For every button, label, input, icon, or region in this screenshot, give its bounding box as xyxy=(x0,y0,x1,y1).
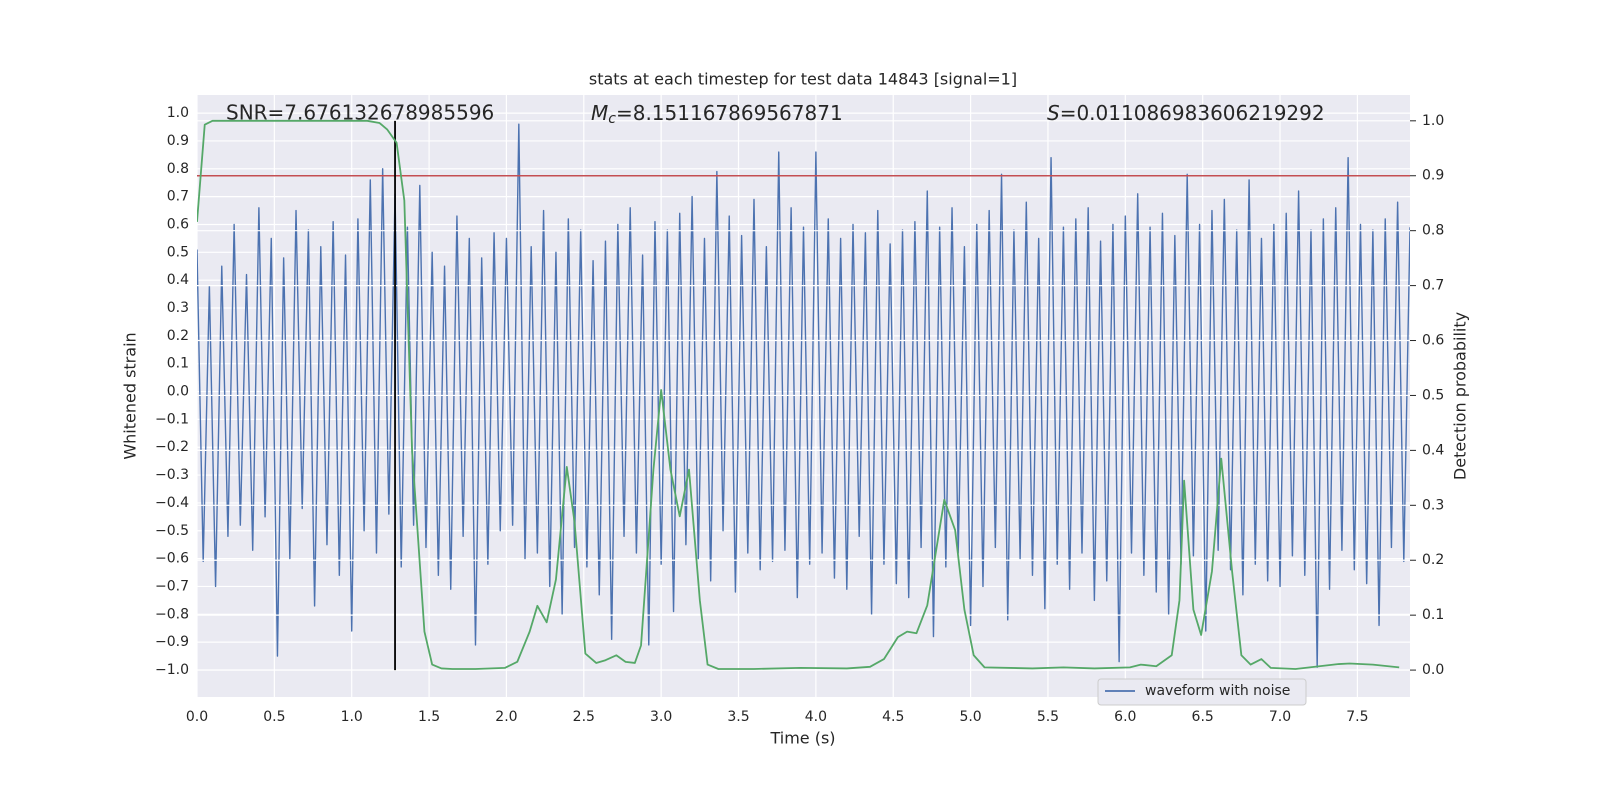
x-tick-label: 5.0 xyxy=(959,709,981,725)
x-tick-label: 0.5 xyxy=(263,709,285,725)
y-tick-label: 0.7 xyxy=(167,189,189,205)
y-tick-label: 0.3 xyxy=(167,300,189,316)
y-tick-label: 0.2 xyxy=(167,328,189,344)
y-tick-label: 0.1 xyxy=(167,356,189,372)
x-tick-label: 6.5 xyxy=(1192,709,1214,725)
y-tick-label: 0.4 xyxy=(167,272,189,288)
annotation: SNR=7.676132678985596 xyxy=(226,101,494,125)
plot-overlay xyxy=(197,119,1410,671)
x-tick-label: 3.5 xyxy=(727,709,749,725)
y2-tick-label: 0.1 xyxy=(1422,607,1444,623)
y-tick-label: 1.0 xyxy=(167,105,189,121)
y-tick-label: −0.7 xyxy=(155,578,189,594)
annotation-subscript: c xyxy=(608,111,616,127)
legend-box xyxy=(1097,678,1307,706)
axes: −1.0 −0.9 −0.8 −0.7 −0.6 −0.5 −0.4 −0.3 −0.2 −0.1… xyxy=(155,105,1444,725)
y-tick-label: −0.4 xyxy=(155,495,189,511)
x-tick-label: 6.0 xyxy=(1114,709,1136,725)
legend: waveform with noise xyxy=(1097,678,1307,706)
y2-tick-label: 0.5 xyxy=(1422,387,1444,403)
y-tick-label: −0.9 xyxy=(155,634,189,650)
y-tick-label: −0.8 xyxy=(155,606,189,622)
y2-axis-label: Detection probability xyxy=(1451,312,1470,480)
y2-tick-label: 0.8 xyxy=(1422,223,1444,239)
y-tick-label: −0.6 xyxy=(155,551,189,567)
x-tick-label: 4.5 xyxy=(882,709,904,725)
x-tick-label: 4.0 xyxy=(805,709,827,725)
y2-tick-label: 0.2 xyxy=(1422,552,1444,568)
y2-tick-label: 0.4 xyxy=(1422,442,1444,458)
y2-tick-label: 0.3 xyxy=(1422,497,1444,513)
x-tick-label: 1.5 xyxy=(418,709,440,725)
y-tick-label: −0.2 xyxy=(155,439,189,455)
x-tick-label: 0.0 xyxy=(186,709,208,725)
data-line xyxy=(197,123,1410,668)
y-tick-label: −1.0 xyxy=(155,662,189,678)
x-tick-label: 1.0 xyxy=(341,709,363,725)
y-tick-label: −0.5 xyxy=(155,523,189,539)
data-line xyxy=(197,119,1400,670)
y2-tick-label: 1.0 xyxy=(1422,113,1444,129)
y2-tick-label: 0.7 xyxy=(1422,278,1444,294)
annotation-value: =0.011086983606219292 xyxy=(1060,101,1325,125)
chart-title: stats at each timestep for test data 148… xyxy=(589,70,1017,89)
x-axis-label: Time (s) xyxy=(769,729,835,748)
y-axis-label: Whitened strain xyxy=(121,332,140,459)
y-tick-label: 0.0 xyxy=(167,384,189,400)
x-tick-label: 2.0 xyxy=(495,709,517,725)
legend-label: waveform with noise xyxy=(1145,683,1290,699)
annotation: Mc=8.151167869567871 xyxy=(591,101,843,128)
y2-tick-label: 0.0 xyxy=(1422,662,1444,678)
annotation-symbol: M xyxy=(591,101,608,125)
annotation-value: =8.151167869567871 xyxy=(616,101,843,125)
x-tick-label: 5.5 xyxy=(1037,709,1059,725)
y-tick-label: 0.9 xyxy=(167,133,189,149)
annotation: S=0.011086983606219292 xyxy=(1047,101,1325,125)
y2-tick-label: 0.9 xyxy=(1422,168,1444,184)
x-tick-label: 7.0 xyxy=(1269,709,1291,725)
y-tick-label: −0.1 xyxy=(155,411,189,427)
y2-tick-label: 0.6 xyxy=(1422,333,1444,349)
plot-layer xyxy=(197,95,1410,697)
annotation-symbol: S xyxy=(1047,101,1060,125)
y-tick-label: 0.5 xyxy=(167,244,189,260)
x-tick-label: 2.5 xyxy=(573,709,595,725)
x-tick-label: 7.5 xyxy=(1346,709,1368,725)
y-tick-label: 0.8 xyxy=(167,161,189,177)
y-tick-label: −0.3 xyxy=(155,467,189,483)
y-tick-label: 0.6 xyxy=(167,216,189,232)
x-tick-label: 3.0 xyxy=(650,709,672,725)
